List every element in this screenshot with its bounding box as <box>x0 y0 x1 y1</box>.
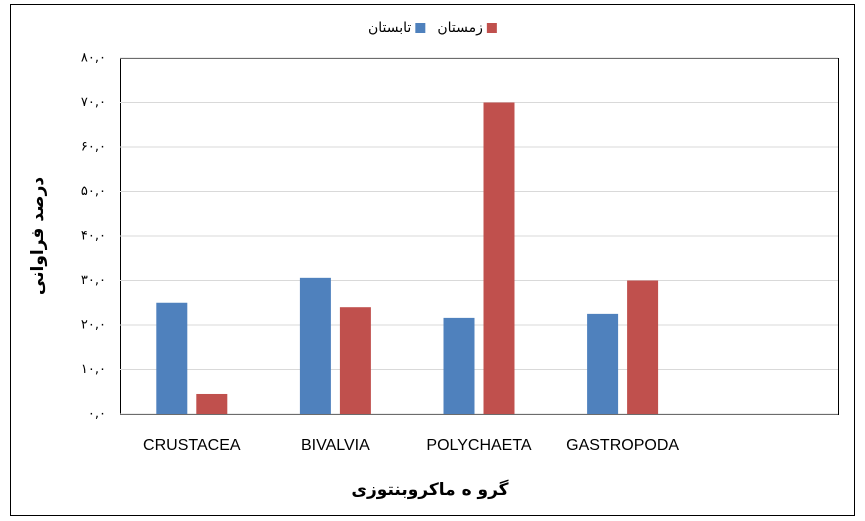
y-axis-title: درصد فراوانی <box>28 177 48 295</box>
y-tick-label: ۰,۰ <box>88 407 106 422</box>
bar <box>443 317 475 414</box>
legend-swatch <box>415 23 426 33</box>
legend-label: زمستان <box>437 20 483 36</box>
bar <box>627 280 659 414</box>
y-tick-label: ۵۰,۰ <box>81 184 106 199</box>
bar <box>299 277 331 414</box>
bar <box>156 302 188 414</box>
y-tick-label: ۳۰,۰ <box>81 273 106 288</box>
chart-border <box>10 4 855 516</box>
x-tick-label: CRUSTACEA <box>143 437 241 454</box>
bar <box>196 393 228 414</box>
bar <box>587 313 619 414</box>
y-tick-label: ۶۰,۰ <box>81 140 106 155</box>
x-tick-label: BIVALVIA <box>301 437 370 454</box>
y-tick-label: ۱۰,۰ <box>81 362 106 377</box>
x-tick-label: POLYCHAETA <box>426 437 532 454</box>
y-tick-label: ۲۰,۰ <box>81 318 106 333</box>
x-tick-label: GASTROPODA <box>566 437 679 454</box>
legend-label: تابستان <box>368 20 411 36</box>
y-tick-label: ۷۰,۰ <box>81 95 106 110</box>
y-tick-label: ۴۰,۰ <box>81 229 106 244</box>
legend-swatch <box>486 23 497 33</box>
bar <box>483 102 515 414</box>
y-tick-label: ۸۰,۰ <box>81 51 106 66</box>
bar <box>339 307 371 414</box>
x-axis-title: گرو ه ماکروبنتوزی <box>351 479 508 500</box>
